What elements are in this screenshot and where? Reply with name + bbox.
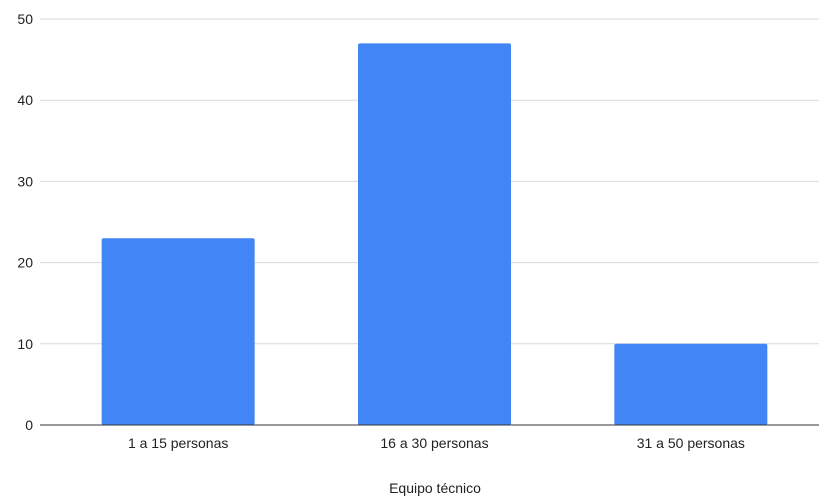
x-tick-label-3: 31 a 50 personas [637, 435, 745, 451]
y-tick-label-10: 10 [17, 336, 33, 352]
y-tick-label-0: 0 [25, 417, 33, 433]
y-tick-label-40: 40 [17, 92, 33, 108]
x-tick-label-2: 16 a 30 personas [380, 435, 488, 451]
bar-2[interactable] [358, 43, 511, 426]
bar-1[interactable] [101, 238, 255, 425]
tick-labels: 0 10 20 30 40 50 1 a 15 personas 16 a 30 person… [17, 11, 745, 451]
bars [101, 43, 768, 426]
x-tick-label-1: 1 a 15 personas [128, 435, 228, 451]
y-tick-label-30: 30 [17, 173, 33, 189]
bar-3[interactable] [614, 343, 768, 425]
x-axis-title: Equipo técnico [389, 480, 481, 496]
y-tick-label-20: 20 [17, 255, 33, 271]
y-tick-label-50: 50 [17, 11, 33, 27]
